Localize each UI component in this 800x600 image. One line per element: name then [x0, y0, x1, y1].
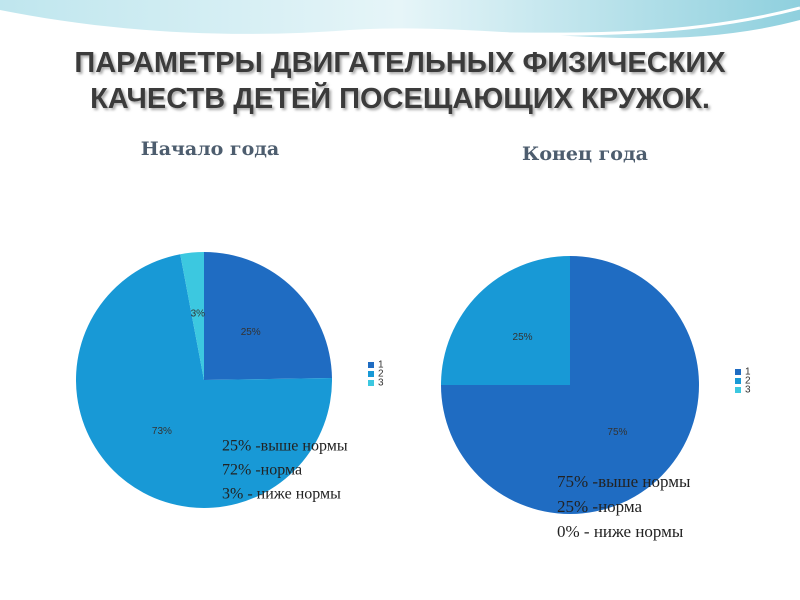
legend-label: 2 [378, 369, 384, 380]
legend-label: 1 [378, 360, 384, 371]
data-label: 73% [152, 426, 172, 437]
annotation: 72% -норма [222, 462, 302, 479]
data-label: 25% [241, 327, 261, 338]
legend-swatch [735, 369, 741, 375]
data-label: 25% [513, 332, 533, 343]
pie-slice [180, 252, 204, 380]
title-line: КАЧЕСТВ ДЕТЕЙ ПОСЕЩАЮЩИХ КРУЖОК. [90, 81, 710, 115]
legend-swatch [368, 371, 374, 377]
legend-label: 2 [745, 376, 751, 387]
legend-label: 3 [745, 385, 751, 396]
data-label: 75% [607, 427, 627, 438]
legend-swatch [368, 362, 374, 368]
chart-title: Конец года [522, 143, 648, 165]
annotation: 25% -выше нормы [222, 438, 348, 455]
legend-label: 1 [745, 367, 751, 378]
pie-slice [441, 256, 570, 385]
legend-swatch [368, 380, 374, 386]
header-wave [0, 0, 800, 39]
annotation: 25% -норма [557, 497, 643, 516]
legend-swatch [735, 378, 741, 384]
data-label: 3% [191, 308, 206, 319]
title-line: ПАРАМЕТРЫ ДВИГАТЕЛЬНЫХ ФИЗИЧЕСКИХ [74, 47, 726, 79]
annotation: 3% - ниже нормы [222, 486, 341, 503]
wave-line [299, 6, 800, 42]
annotation: 75% -выше нормы [557, 472, 691, 491]
pie-slice [204, 252, 332, 380]
legend-swatch [735, 387, 741, 393]
chart-title: Начало года [141, 138, 279, 160]
pie-slice [76, 254, 332, 508]
legend-label: 3 [378, 378, 384, 389]
annotation: 0% - ниже нормы [557, 522, 684, 541]
